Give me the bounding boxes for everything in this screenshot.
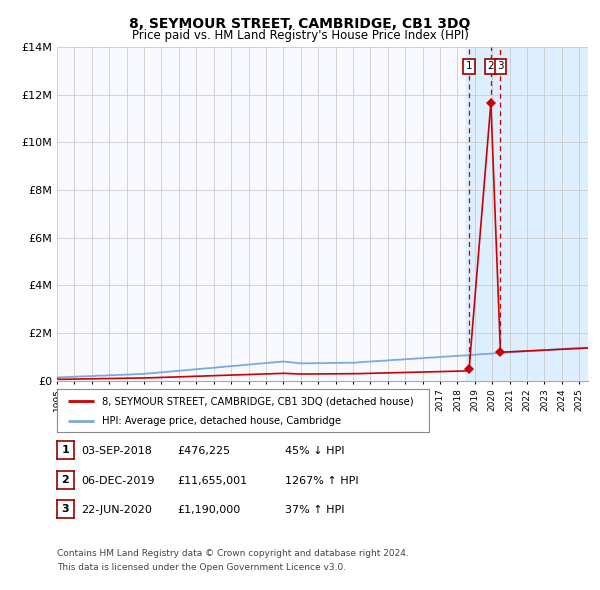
Text: £1,190,000: £1,190,000 <box>177 506 240 515</box>
Text: 8, SEYMOUR STREET, CAMBRIDGE, CB1 3DQ (detached house): 8, SEYMOUR STREET, CAMBRIDGE, CB1 3DQ (d… <box>101 396 413 407</box>
Text: £476,225: £476,225 <box>177 447 230 456</box>
Text: HPI: Average price, detached house, Cambridge: HPI: Average price, detached house, Camb… <box>101 417 341 426</box>
Text: 3: 3 <box>497 61 504 71</box>
Text: £11,655,001: £11,655,001 <box>177 476 247 486</box>
Text: Price paid vs. HM Land Registry's House Price Index (HPI): Price paid vs. HM Land Registry's House … <box>131 30 469 42</box>
Text: 1: 1 <box>466 61 472 71</box>
Text: 22-JUN-2020: 22-JUN-2020 <box>81 506 152 515</box>
Text: 06-DEC-2019: 06-DEC-2019 <box>81 476 155 486</box>
Text: 37% ↑ HPI: 37% ↑ HPI <box>285 506 344 515</box>
Text: 1267% ↑ HPI: 1267% ↑ HPI <box>285 476 359 486</box>
Text: 03-SEP-2018: 03-SEP-2018 <box>81 447 152 456</box>
Text: 2: 2 <box>62 475 69 484</box>
Text: This data is licensed under the Open Government Licence v3.0.: This data is licensed under the Open Gov… <box>57 563 346 572</box>
Text: 2: 2 <box>488 61 494 71</box>
Text: 1: 1 <box>62 445 69 455</box>
Text: 45% ↓ HPI: 45% ↓ HPI <box>285 447 344 456</box>
Text: Contains HM Land Registry data © Crown copyright and database right 2024.: Contains HM Land Registry data © Crown c… <box>57 549 409 558</box>
Bar <box>466 47 588 381</box>
Text: 8, SEYMOUR STREET, CAMBRIDGE, CB1 3DQ: 8, SEYMOUR STREET, CAMBRIDGE, CB1 3DQ <box>130 17 470 31</box>
Text: 3: 3 <box>62 504 69 514</box>
